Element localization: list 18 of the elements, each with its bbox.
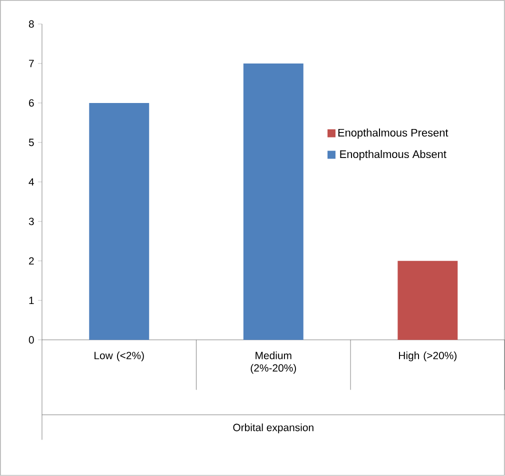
y-tick-label: 8 <box>28 20 34 28</box>
x-tick-label: Low (<2%) <box>94 352 144 362</box>
y-tick-label: 0 <box>28 336 34 344</box>
y-tick-label: 4 <box>28 178 34 186</box>
x-tick-label: Medium (2%-20%) <box>250 352 296 374</box>
x-tick-label: High (>20%) <box>399 352 456 362</box>
legend-label: Enopthalmous Absent <box>340 150 446 160</box>
x-axis-title: Orbital expansion <box>233 424 314 434</box>
bar <box>398 260 458 340</box>
y-tick-label: 5 <box>28 138 34 146</box>
y-tick-label: 1 <box>29 296 34 304</box>
bar <box>243 64 304 340</box>
y-tick-label: 6 <box>29 99 34 107</box>
bar <box>89 103 150 340</box>
y-tick-label: 3 <box>28 218 34 226</box>
legend-label: Enopthalmous Present <box>338 128 448 139</box>
y-tick-label: 7 <box>29 60 34 68</box>
y-tick-label: 2 <box>29 257 34 265</box>
